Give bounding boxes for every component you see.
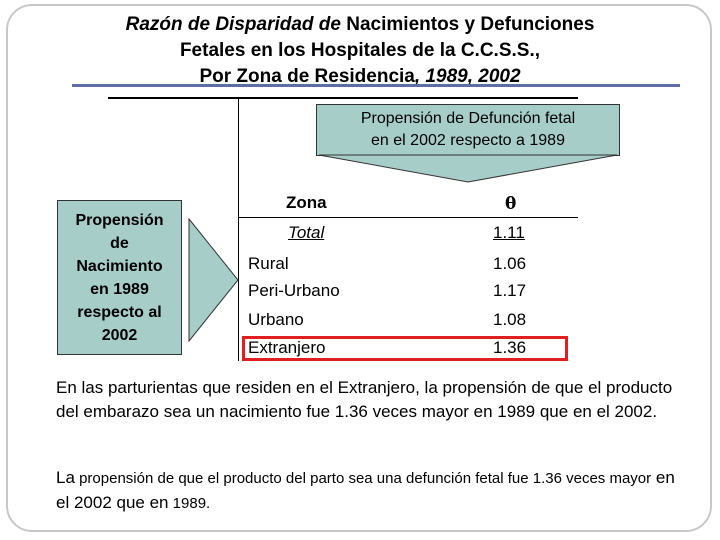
table-vertical-divider <box>238 99 239 361</box>
table-row-theta: 1.17 <box>493 281 527 300</box>
paragraph-defuncion: La propensión de que el producto del par… <box>56 468 675 512</box>
table-total-value: 1.11 <box>493 223 525 242</box>
table-row-theta: 1.36 <box>493 338 527 357</box>
slide-frame <box>6 4 712 532</box>
highlight-box-extranjero <box>242 336 568 361</box>
right-arrow-icon <box>188 218 239 342</box>
table-total-label: Total <box>288 223 325 242</box>
title-line-2: Fetales en los Hospitales de la C.C.S.S.… <box>179 40 541 61</box>
left-box-line: 2002 <box>101 327 138 344</box>
table-row-zona: Urbano <box>248 310 304 329</box>
table-header-theta: θ <box>505 194 517 214</box>
table-row-theta: 1.08 <box>493 310 527 329</box>
left-box-line: de <box>110 235 129 252</box>
left-box-line: Propensión <box>75 212 164 229</box>
table-header-divider <box>238 217 578 218</box>
table-row-zona: Extranjero <box>248 338 326 357</box>
left-box-line: respecto al <box>77 304 162 321</box>
callout-line-1: Propensión de Defunción fetal <box>360 110 576 127</box>
callout-line-2: en el 2002 respecto a 1989 <box>371 132 565 149</box>
table-row-theta: 1.06 <box>493 254 527 273</box>
table-row-zona: Peri-Urbano <box>248 281 340 300</box>
left-box-line: en 1989 <box>90 281 149 298</box>
paragraph-nacimiento: En las parturientas que residen en el Ex… <box>56 378 673 421</box>
table-top-border <box>108 97 578 99</box>
title-line-1: Razón de Disparidad de Nacimientos y Def… <box>125 14 595 35</box>
callout-box: Propensión de Defunción fetal en el 2002… <box>316 104 620 156</box>
title-underline <box>72 84 680 87</box>
left-box-line: Nacimiento <box>76 258 163 275</box>
table-row-zona: Rural <box>248 254 289 273</box>
left-label-box: Propensión de Nacimiento en 1989 respect… <box>57 200 182 355</box>
title-line-3: Por Zona de Residencia, 1989, 2002 <box>199 66 521 87</box>
table-header-zona: Zona <box>286 193 327 212</box>
slide-title: Razón de Disparidad de Nacimientos y Def… <box>40 12 680 90</box>
down-arrow-icon <box>318 154 618 183</box>
